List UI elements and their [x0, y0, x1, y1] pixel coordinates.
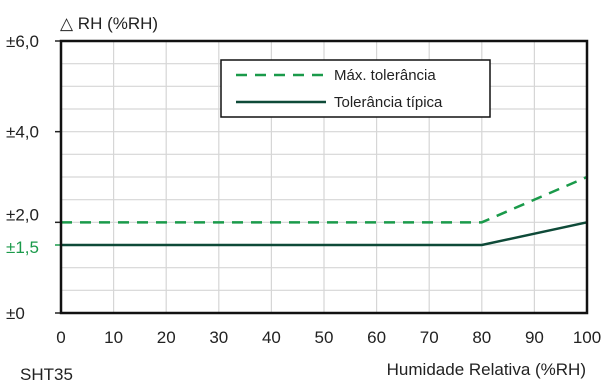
y-tick-label-1.5: ±1,5 [6, 238, 39, 257]
sensor-label: SHT35 [20, 365, 73, 383]
x-tick-label-90: 90 [525, 328, 544, 347]
legend-label-max: Máx. tolerância [334, 67, 436, 84]
legend-label-typical: Tolerância típica [334, 94, 443, 111]
series-line-max-tolerance [61, 175, 588, 224]
x-tick-label-20: 20 [157, 328, 176, 347]
y-tick-label-2: ±2,0 [6, 205, 39, 224]
x-axis-title: Humidade Relativa (%RH) [387, 360, 586, 379]
x-tick-label-0: 0 [56, 328, 65, 347]
legend: Máx. tolerância Tolerância típica [220, 59, 491, 118]
plot-frame [59, 39, 589, 315]
y-tick-label-4: ±4,0 [6, 123, 39, 142]
x-tick-label-50: 50 [315, 328, 334, 347]
x-tick-label-30: 30 [209, 328, 228, 347]
x-tick-label-40: 40 [262, 328, 281, 347]
x-tick-label-80: 80 [472, 328, 491, 347]
y-axis-title: △ RH (%RH) [60, 14, 158, 33]
x-tick-label-100: 100 [573, 328, 601, 347]
x-tick-label-70: 70 [420, 328, 439, 347]
series-lines [61, 175, 588, 247]
y-tick-label-0: ±0 [6, 304, 25, 323]
legend-box [220, 59, 491, 118]
axis-ticks: 0 10 20 30 40 50 60 70 80 90 100 ±0 ±2,0 ±1,5 ±4,0 ±6,0 [6, 32, 601, 347]
series-line-typical-tolerance [61, 221, 588, 247]
y-tick-label-6: ±6,0 [6, 32, 39, 51]
x-tick-label-60: 60 [367, 328, 386, 347]
x-tick-label-10: 10 [104, 328, 123, 347]
